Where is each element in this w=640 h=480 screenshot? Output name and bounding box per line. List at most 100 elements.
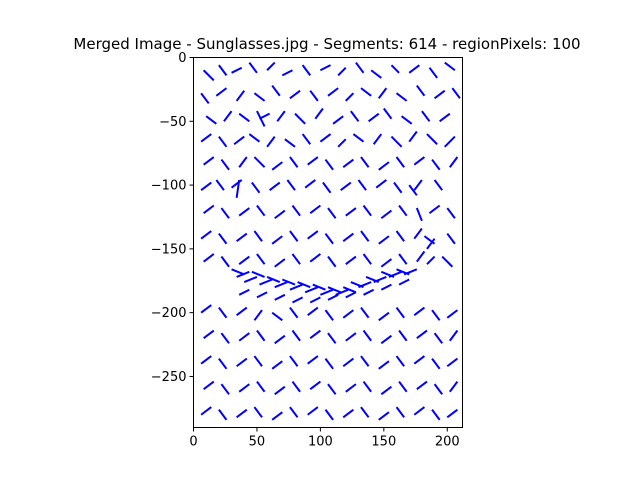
segment-line — [320, 288, 334, 296]
segment-line — [444, 135, 456, 148]
segment-line — [388, 270, 402, 278]
y-tick-label: −50 — [159, 115, 186, 130]
segment-line — [327, 87, 339, 97]
segment-line — [337, 138, 347, 148]
segment-line — [200, 181, 212, 191]
segment-line — [274, 258, 286, 268]
segment-line — [342, 408, 354, 419]
segment-line — [367, 112, 380, 123]
segment-line — [360, 406, 370, 418]
segment-line — [236, 270, 250, 278]
segment-line — [291, 329, 301, 342]
segment-line — [251, 270, 265, 278]
segment-line — [322, 181, 332, 194]
segment-line — [363, 288, 375, 296]
segment-line — [345, 383, 357, 393]
segment-line — [266, 276, 281, 283]
segment-line — [416, 380, 428, 391]
segment-line — [251, 181, 261, 194]
segment-line — [200, 304, 212, 314]
segment-line — [309, 329, 321, 339]
segment-line — [274, 293, 286, 301]
segment-line — [294, 112, 306, 125]
segment-line — [345, 255, 357, 265]
segment-line — [235, 179, 241, 198]
segment-line — [362, 253, 372, 265]
segment-line — [253, 92, 266, 102]
segment-line — [398, 329, 408, 342]
segment-line — [357, 179, 367, 191]
plot-segments — [200, 61, 461, 421]
segment-line — [256, 204, 266, 217]
segment-line — [416, 84, 426, 97]
segment-line — [238, 288, 250, 296]
segment-line — [360, 156, 370, 168]
segment-line — [203, 253, 215, 263]
segment-line — [281, 278, 296, 286]
segment-line — [340, 181, 352, 191]
segment-line — [398, 253, 408, 265]
segment-line — [408, 64, 420, 74]
segment-line — [307, 230, 319, 240]
segment-line — [380, 283, 392, 291]
segment-line — [428, 67, 438, 79]
segment-line — [449, 329, 459, 342]
segment-line — [413, 156, 426, 166]
segment-line — [400, 115, 413, 125]
segment-line — [358, 281, 372, 289]
segment-line — [342, 309, 354, 319]
segment-line — [395, 406, 405, 418]
segment-line — [236, 306, 248, 317]
segment-line — [200, 230, 212, 240]
segment-line — [292, 296, 304, 304]
segment-line — [350, 110, 360, 122]
segment-line — [256, 291, 268, 299]
segment-line — [238, 255, 250, 265]
segment-line — [372, 133, 383, 145]
segment-line — [390, 135, 403, 148]
segment-line — [205, 115, 217, 125]
segment-line — [431, 309, 441, 321]
segment-line — [271, 161, 283, 171]
x-axis: 0 50 100 150 200 — [189, 427, 460, 450]
segment-line — [398, 278, 410, 286]
segment-line — [342, 357, 354, 368]
segment-line — [236, 408, 248, 419]
segment-line — [319, 64, 331, 72]
segment-line — [360, 355, 370, 367]
segment-line — [238, 383, 250, 393]
segment-line — [253, 309, 263, 321]
segment-line — [355, 62, 365, 74]
segment-line — [413, 227, 423, 240]
segment-line — [220, 255, 230, 268]
segment-line — [378, 235, 390, 245]
segment-line — [307, 156, 319, 166]
segment-line — [289, 306, 299, 319]
segment-line — [413, 355, 426, 365]
segment-line — [215, 87, 228, 97]
segment-line — [200, 355, 212, 365]
segment-line — [307, 306, 319, 317]
y-tick-label: −150 — [151, 242, 187, 257]
y-tick-label: 0 — [178, 51, 186, 66]
segment-line — [431, 158, 441, 171]
segment-line — [324, 358, 334, 370]
segment-line — [393, 181, 403, 194]
segment-line — [314, 107, 324, 120]
segment-line — [271, 235, 283, 245]
segment-line — [451, 87, 461, 99]
y-axis: 0 −50 −100 −150 −200 −250 — [151, 51, 194, 385]
segment-line — [235, 90, 246, 102]
segment-line — [289, 406, 299, 418]
segment-line — [352, 133, 365, 143]
segment-line — [231, 66, 243, 74]
segment-line — [248, 133, 261, 143]
segment-line — [304, 179, 316, 189]
segment-line — [289, 355, 299, 367]
segment-line — [413, 179, 423, 191]
segment-line — [378, 360, 390, 370]
segment-line — [236, 357, 248, 368]
segment-line — [238, 112, 250, 123]
segment-line — [327, 332, 337, 344]
segment-line — [431, 409, 441, 421]
